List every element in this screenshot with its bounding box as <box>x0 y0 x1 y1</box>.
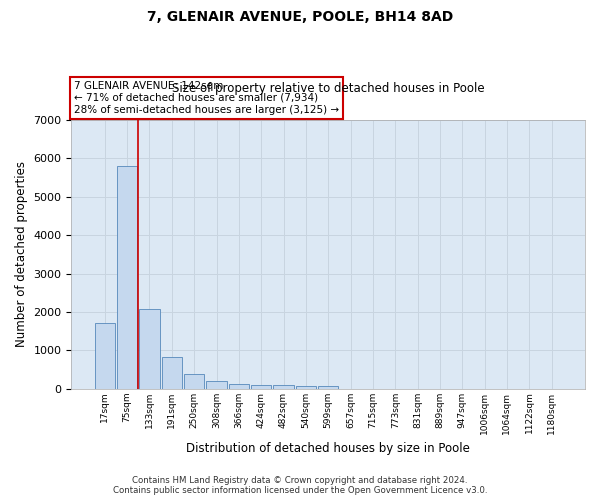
Bar <box>318 386 338 389</box>
Text: Contains HM Land Registry data © Crown copyright and database right 2024.
Contai: Contains HM Land Registry data © Crown c… <box>113 476 487 495</box>
Bar <box>162 358 182 389</box>
X-axis label: Distribution of detached houses by size in Poole: Distribution of detached houses by size … <box>186 442 470 455</box>
Bar <box>229 384 249 389</box>
Bar <box>184 374 204 389</box>
Bar <box>117 166 137 389</box>
Bar <box>206 380 227 389</box>
Bar <box>274 385 293 389</box>
Y-axis label: Number of detached properties: Number of detached properties <box>15 162 28 348</box>
Bar <box>251 385 271 389</box>
Bar <box>95 322 115 389</box>
Text: 7, GLENAIR AVENUE, POOLE, BH14 8AD: 7, GLENAIR AVENUE, POOLE, BH14 8AD <box>147 10 453 24</box>
Title: Size of property relative to detached houses in Poole: Size of property relative to detached ho… <box>172 82 485 95</box>
Bar <box>139 310 160 389</box>
Text: 7 GLENAIR AVENUE: 142sqm
← 71% of detached houses are smaller (7,934)
28% of sem: 7 GLENAIR AVENUE: 142sqm ← 71% of detach… <box>74 82 339 114</box>
Bar <box>296 386 316 389</box>
